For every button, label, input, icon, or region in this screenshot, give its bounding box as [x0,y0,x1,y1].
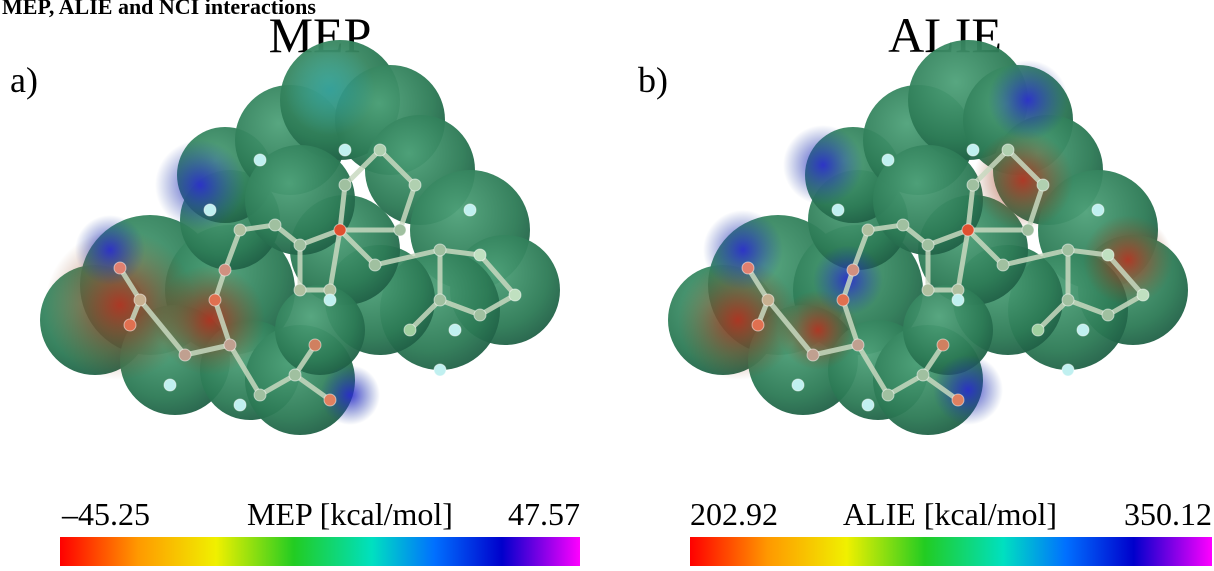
colorbar-max: 350.12 [1124,496,1212,532]
atom [862,399,874,411]
atom [219,264,231,276]
atom [464,204,476,216]
atom [404,324,416,336]
colorbar-label: ALIE [kcal/mol] [843,496,1057,532]
atom [179,349,191,361]
atom [1077,324,1089,336]
colorbar-label: MEP [kcal/mol] [247,496,453,532]
atom [897,219,909,231]
atom [289,369,301,381]
atom [837,294,849,306]
page: MEP, ALIE and NCI interactions MEP a) –4… [0,0,1214,566]
atom [339,144,351,156]
atom [234,224,246,236]
surface-region [155,140,245,230]
atom [752,319,764,331]
atom [1062,244,1074,256]
panel-label: b) [638,60,668,100]
atom [204,204,216,216]
atom [937,339,949,351]
colorbar-min: 202.92 [690,496,778,532]
atom [952,394,964,406]
atom [339,179,351,191]
atom [997,259,1009,271]
figure: MEP, ALIE and NCI interactions MEP a) –4… [0,0,1214,566]
surface-region [285,45,375,135]
atom [394,224,406,236]
atom [922,239,934,251]
atom [882,389,894,401]
atom [852,339,864,351]
colorbar [690,537,1212,566]
atom [474,309,486,321]
atom [509,289,521,301]
atom [254,389,266,401]
surface-lobe [275,285,365,375]
atom [952,294,964,306]
atom [922,284,934,296]
panel-label: a) [10,60,38,100]
colorbar [60,537,580,566]
atom [1037,179,1049,191]
atom [134,294,146,306]
atom [434,244,446,256]
atom [334,224,346,236]
surface-region [973,130,1073,230]
atom [124,319,136,331]
atom [374,144,386,156]
atom [224,339,236,351]
atom [294,239,306,251]
atom [1022,224,1034,236]
atom [917,369,929,381]
surface-region [1083,215,1173,305]
atom [409,179,421,191]
atom [1102,309,1114,321]
atom [742,262,754,274]
atom [114,262,126,274]
atom [762,294,774,306]
atom [1102,249,1114,261]
atom [324,294,336,306]
atom [792,379,804,391]
molecule-surface [40,40,560,435]
surface-region [75,215,145,285]
atom [254,154,266,166]
surface-region [703,210,783,290]
atom [434,294,446,306]
atom [234,399,246,411]
atom [294,284,306,296]
atom [324,394,336,406]
atom [832,204,844,216]
molecule-surface [668,40,1188,435]
atom [967,144,979,156]
atom [1002,144,1014,156]
atom [434,364,446,376]
atom [967,179,979,191]
atom [449,324,461,336]
atom [1092,204,1104,216]
surface-region [783,125,863,205]
atom [164,379,176,391]
atom [209,294,221,306]
colorbar-max: 47.57 [508,496,580,532]
surface-region [988,60,1068,140]
atom [962,224,974,236]
atom [309,339,321,351]
atom [807,349,819,361]
atom [882,154,894,166]
atom [1137,289,1149,301]
atom [474,249,486,261]
atom [1062,294,1074,306]
atom [269,219,281,231]
atom [369,259,381,271]
colorbar-min: –45.25 [61,496,150,532]
atom [1062,364,1074,376]
atom [862,224,874,236]
atom [847,264,859,276]
panel: MEP a) –45.25 MEP [kcal/mol] 47.57 [10,7,580,566]
surface-region [155,265,265,375]
atom [1032,324,1044,336]
panel: ALIE b) 202.92 ALIE [kcal/mol] 350.12 [638,7,1212,566]
